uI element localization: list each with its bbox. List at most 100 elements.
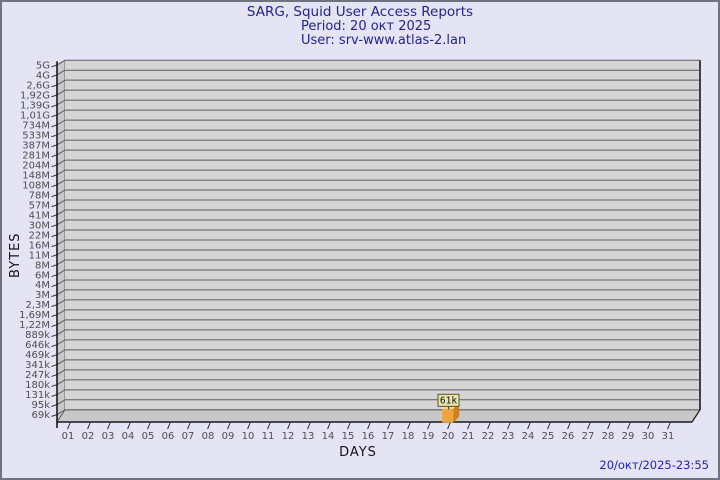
x-tick-label: 11	[262, 431, 275, 442]
y-tick-label: 4G	[36, 70, 50, 81]
x-tick	[367, 422, 371, 430]
grid-depth-line	[56, 159, 66, 166]
y-tick	[51, 94, 58, 98]
x-axis-corner	[691, 409, 701, 423]
x-tick	[287, 422, 291, 430]
y-tick-label: 1,69M	[19, 310, 50, 321]
x-tick	[427, 422, 431, 430]
x-tick	[67, 422, 71, 430]
y-tick-label: 78M	[29, 190, 50, 201]
y-tick-label: 247k	[25, 370, 50, 381]
y-tick-label: 3M	[35, 290, 50, 301]
y-tick-label: 341k	[25, 360, 50, 371]
x-tick	[167, 422, 171, 430]
grid-depth-line	[56, 299, 66, 306]
x-tick	[127, 422, 131, 430]
y-tick	[51, 114, 58, 118]
grid-depth-line	[56, 229, 66, 236]
x-tick-label: 04	[122, 431, 135, 442]
y-tick-label: 469k	[25, 350, 50, 361]
x-tick-label: 10	[242, 431, 255, 442]
report-timestamp: 20/окт/2025-23:55	[599, 458, 709, 472]
y-tick	[51, 214, 58, 218]
grid-depth-line	[56, 59, 66, 66]
y-tick-label: 57M	[29, 200, 50, 211]
x-tick	[627, 422, 631, 430]
report-period: Period: 20 окт 2025	[301, 19, 432, 34]
x-tick-label: 03	[102, 431, 115, 442]
x-tick	[667, 422, 671, 430]
grid-depth-line	[56, 329, 66, 336]
y-tick	[51, 64, 58, 68]
y-tick	[51, 134, 58, 138]
grid-depth-line	[56, 149, 66, 156]
y-tick	[51, 404, 58, 407]
x-tick	[567, 422, 571, 430]
y-tick-label: 69k	[31, 410, 50, 421]
x-tick	[87, 422, 91, 430]
y-tick	[51, 304, 58, 308]
x-tick-label: 08	[202, 431, 215, 442]
y-tick	[51, 284, 58, 288]
x-tick-label: 23	[502, 431, 515, 442]
y-tick	[51, 204, 58, 208]
y-tick	[51, 184, 58, 188]
grid-depth-line	[56, 179, 66, 186]
y-tick	[51, 334, 58, 337]
x-axis-title: DAYS	[339, 445, 377, 460]
x-tick-label: 25	[542, 431, 555, 442]
y-tick-label: 5G	[36, 61, 50, 72]
x-tick	[327, 422, 331, 430]
y-tick	[51, 384, 58, 387]
grid-depth-line	[56, 399, 66, 406]
x-tick-label: 24	[522, 431, 535, 442]
y-tick-label: 533M	[22, 130, 50, 141]
x-tick	[107, 422, 111, 430]
y-tick-label: 1,22M	[19, 320, 50, 331]
y-tick-label: 387M	[22, 140, 50, 151]
grid-depth-line	[56, 239, 66, 246]
y-tick	[51, 294, 58, 298]
x-tick-label: 20	[442, 431, 455, 442]
y-tick-label: 4M	[35, 280, 50, 291]
y-tick	[51, 144, 58, 148]
grid-depth-line	[56, 109, 66, 116]
grid-depth-line	[56, 209, 66, 216]
plot-area	[65, 60, 700, 410]
grid-depth-line	[56, 289, 66, 296]
x-tick	[247, 422, 251, 430]
y-tick	[51, 164, 58, 168]
grid-depth-line	[56, 409, 66, 416]
y-tick-label: 131k	[25, 390, 50, 401]
x-tick-label: 14	[322, 431, 335, 442]
y-tick	[51, 254, 58, 258]
y-tick-label: 95k	[31, 400, 50, 411]
y-tick-label: 6M	[35, 270, 50, 281]
y-tick	[51, 194, 58, 198]
y-tick	[51, 104, 58, 108]
y-tick	[51, 234, 58, 238]
y-tick-label: 889k	[25, 330, 50, 341]
bar-day-20	[442, 409, 454, 423]
y-tick-label: 1,01G	[20, 110, 50, 121]
x-tick-label: 28	[602, 431, 615, 442]
y-tick	[51, 124, 58, 128]
x-tick-label: 07	[182, 431, 195, 442]
x-tick-label: 09	[222, 431, 235, 442]
y-tick	[51, 244, 58, 248]
y-tick-label: 148M	[22, 170, 50, 181]
y-tick	[51, 344, 58, 347]
y-tick-label: 204M	[22, 160, 50, 171]
y-tick	[51, 174, 58, 178]
y-tick-label: 281M	[22, 150, 50, 161]
x-tick-label: 12	[282, 431, 295, 442]
grid-depth-line	[56, 319, 66, 326]
grid-depth-line	[56, 139, 66, 146]
x-tick	[467, 422, 471, 430]
y-tick	[51, 274, 58, 278]
grid-depth-line	[56, 269, 66, 276]
y-tick-label: 41M	[29, 210, 50, 221]
x-tick-label: 22	[482, 431, 495, 442]
chart-floor	[56, 409, 701, 423]
x-tick	[307, 422, 311, 430]
